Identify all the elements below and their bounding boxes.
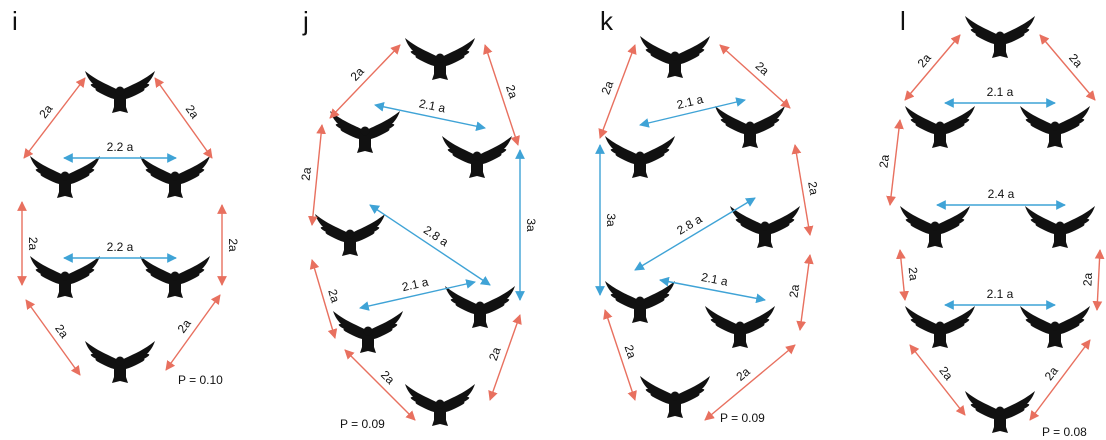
bird xyxy=(640,376,710,418)
arrow-label: 3a xyxy=(604,213,618,227)
arrow xyxy=(345,350,415,420)
arrow-label: 2a xyxy=(378,368,398,388)
arrow-label: 2a xyxy=(503,83,521,100)
bird xyxy=(330,111,400,153)
arrow-label: 2.8 a xyxy=(674,212,704,238)
arrow-label: 2.1 a xyxy=(675,92,705,112)
arrow-label: 2a xyxy=(226,238,240,252)
bird xyxy=(605,136,675,178)
arrow-label: 2.8 a xyxy=(421,223,451,250)
panel: l 2a 2a 2.1 a 2a 2.4 a 2a 2a 2.1 a 2a 2a P = 0.08 xyxy=(877,6,1100,439)
arrow-label: 2a xyxy=(52,322,71,341)
arrow xyxy=(635,198,755,270)
arrow-label: 2a xyxy=(26,237,40,251)
bird xyxy=(965,16,1035,58)
bird xyxy=(965,391,1035,433)
bird xyxy=(705,306,775,348)
arrow-label: 2a xyxy=(36,102,55,121)
bird xyxy=(442,136,512,178)
arrow xyxy=(155,78,212,158)
arrow-label: 2a xyxy=(1080,272,1095,286)
bird xyxy=(1020,106,1090,148)
p-value: P = 0.09 xyxy=(340,417,385,431)
arrow-label: 2a xyxy=(733,364,752,384)
arrow-label: 2.2 a xyxy=(107,140,134,154)
arrow-label: 2a xyxy=(877,153,893,168)
arrow xyxy=(24,78,85,158)
bird xyxy=(640,36,710,78)
arrow-label: 2.4 a xyxy=(988,187,1015,201)
bird xyxy=(315,214,385,256)
arrow-label: 2a xyxy=(1042,364,1061,383)
arrow-label: 2a xyxy=(325,288,342,305)
bird xyxy=(900,206,970,248)
p-value: P = 0.08 xyxy=(1042,425,1087,439)
arrow xyxy=(900,250,905,300)
panel: j 2a 2a 2.1 a 2a 3a 2.8 a 2.1 a 2a 2a 2a P = 0.09 xyxy=(299,6,538,431)
arrow-label: 2.1 a xyxy=(418,96,447,115)
bird xyxy=(715,106,785,148)
arrow-label: 2.1 a xyxy=(987,85,1014,99)
arrow-label: 2.1 a xyxy=(987,287,1014,301)
bird xyxy=(1025,206,1095,248)
p-value: P = 0.10 xyxy=(178,373,223,387)
arrow-label: 2a xyxy=(183,102,202,121)
arrow-label: 2a xyxy=(348,64,368,84)
bird xyxy=(85,71,155,113)
figure: i 2a 2a 2.2 a 2a 2a 2.2 a 2a 2a P = 0.10 j 2a 2a 2.1 … xyxy=(0,0,1106,440)
arrow-label: 2a xyxy=(915,51,935,70)
arrow xyxy=(166,295,220,370)
arrow-label: 2a xyxy=(805,180,821,196)
panel-letter: l xyxy=(900,6,906,36)
arrow xyxy=(1030,340,1090,420)
bird xyxy=(140,256,210,298)
arrow-label: 2a xyxy=(1066,51,1086,70)
panel-letter: j xyxy=(302,6,309,36)
panel-letter: k xyxy=(600,6,614,36)
bird xyxy=(605,281,675,323)
bird xyxy=(730,206,800,248)
arrow-label: 2a xyxy=(486,345,504,363)
arrow xyxy=(705,345,795,420)
arrow-label: 3a xyxy=(524,218,538,232)
arrow xyxy=(910,345,965,415)
arrow-label: 2a xyxy=(598,79,616,97)
arrow xyxy=(890,120,900,205)
arrow-label: 2.1 a xyxy=(401,275,430,295)
bird xyxy=(30,156,100,198)
arrow xyxy=(26,300,80,375)
bird xyxy=(905,106,975,148)
arrow-label: 2a xyxy=(753,59,773,79)
panel: k 2a 2a 2.1 a 3a 2a 2.8 a 2.1 a 2a 2a 2a P = 0.09 xyxy=(598,6,821,425)
arrow-label: 2a xyxy=(906,267,921,282)
arrow-label: 2a xyxy=(175,316,194,335)
arrow-label: 2a xyxy=(622,343,640,360)
bird xyxy=(905,306,975,348)
arrow-label: 2a xyxy=(786,283,802,298)
arrow xyxy=(720,45,790,108)
bird xyxy=(405,384,475,426)
arrow xyxy=(1097,250,1100,310)
arrow xyxy=(905,35,960,100)
bird xyxy=(1020,306,1090,348)
arrow xyxy=(370,205,490,285)
arrow-label: 2a xyxy=(299,166,314,181)
arrow-label: 2.2 a xyxy=(107,240,134,254)
bird xyxy=(85,341,155,383)
arrow-label: 2a xyxy=(936,364,955,383)
arrow xyxy=(330,45,400,118)
bird xyxy=(140,156,210,198)
arrow xyxy=(800,255,810,330)
arrow xyxy=(1040,35,1095,100)
panel: i 2a 2a 2.2 a 2a 2a 2.2 a 2a 2a P = 0.10 xyxy=(12,6,240,387)
bird xyxy=(30,256,100,298)
bird xyxy=(405,38,475,80)
bird xyxy=(445,286,515,328)
panel-letter: i xyxy=(12,6,18,36)
p-value: P = 0.09 xyxy=(720,411,765,425)
arrow-label: 2.1 a xyxy=(700,270,729,289)
arrow xyxy=(312,125,322,225)
bird xyxy=(333,311,403,353)
